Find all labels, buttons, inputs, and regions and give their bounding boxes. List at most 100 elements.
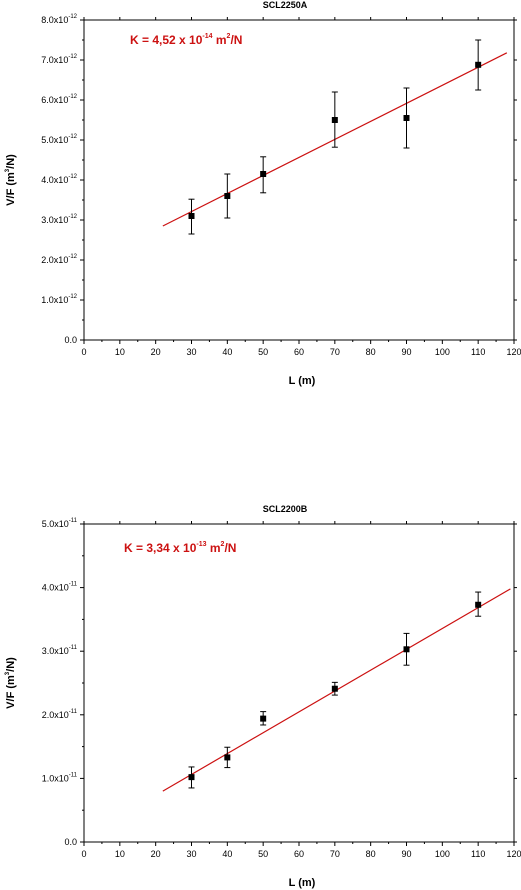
chart-SCL2200B: SCL2200B 0 10 20 30 40 50 60 70 80 90 100 110 120 0.0 1… xyxy=(5,504,521,889)
x-tick-label: 120 xyxy=(506,849,521,859)
k-annotation-unit: m xyxy=(207,541,221,555)
x-axis-title: L (m) xyxy=(289,375,316,387)
data-point xyxy=(260,715,267,722)
y-tick-label: 2.0x10-12 xyxy=(41,254,77,265)
x-tick-label: 10 xyxy=(115,347,125,357)
x-tick-label: 70 xyxy=(330,849,340,859)
x-tick-label: 40 xyxy=(222,347,232,357)
y-tick-exponent: -11 xyxy=(69,518,78,524)
y-tick-mantissa: 3.0x10 xyxy=(41,215,68,225)
x-axis-title: L (m) xyxy=(289,877,316,889)
x-tick-label: 100 xyxy=(435,347,450,357)
plot-frame xyxy=(83,523,515,843)
y-tick-exponent: -11 xyxy=(69,772,78,778)
y-tick-exponent: -12 xyxy=(68,134,77,140)
y-axis-title-exponent: 3 xyxy=(5,168,11,172)
k-annotation-base: K = 3,34 x 10 xyxy=(124,541,197,555)
y-tick-label: 4.0x10-11 xyxy=(42,582,78,593)
y-tick-exponent: -12 xyxy=(68,14,77,20)
data-point xyxy=(188,774,195,781)
y-tick-label: 5.0x10-12 xyxy=(41,134,77,145)
y-tick-exponent: -12 xyxy=(68,94,77,100)
x-tick-label: 90 xyxy=(401,347,411,357)
y-tick-exponent: -11 xyxy=(69,645,78,651)
y-tick-label: 0.0 xyxy=(64,335,77,345)
x-tick-label: 30 xyxy=(186,347,196,357)
k-annotation-exponent: -13 xyxy=(196,541,206,548)
k-annotation-unit: m xyxy=(213,33,227,47)
y-axis-title-text: V/F (m xyxy=(5,675,17,709)
x-tick-label: 60 xyxy=(294,347,304,357)
x-tick-label: 10 xyxy=(115,849,125,859)
x-tick-label: 20 xyxy=(151,347,161,357)
y-axis-title: V/F (m3/N) xyxy=(5,154,17,206)
k-annotation-base: K = 4,52 x 10 xyxy=(130,33,203,47)
x-tick-label: 30 xyxy=(186,849,196,859)
y-tick-mantissa: 2.0x10 xyxy=(42,710,69,720)
data-point xyxy=(331,117,338,123)
y-tick-exponent: -12 xyxy=(68,54,77,60)
chart-title: SCL2250A xyxy=(263,0,308,10)
y-tick-mantissa: 1.0x10 xyxy=(42,773,69,783)
y-tick-label: 2.0x10-11 xyxy=(42,709,78,720)
x-tick-label: 0 xyxy=(81,849,86,859)
y-tick-label: 4.0x10-12 xyxy=(41,174,77,185)
y-tick-exponent: -12 xyxy=(68,294,77,300)
y-tick-label: 3.0x10-11 xyxy=(42,645,78,656)
data-point xyxy=(403,646,410,653)
k-annotation-unit-exponent: 2 xyxy=(227,33,231,40)
k-annotation-unit-tail: /N xyxy=(230,33,242,47)
y-tick-label: 0.0 xyxy=(64,837,77,847)
x-tick-label: 40 xyxy=(222,849,232,859)
data-point xyxy=(475,601,482,608)
x-tick-label: 90 xyxy=(401,849,411,859)
x-tick-label: 50 xyxy=(258,849,268,859)
chart-SCL2250A: SCL2250A 0 10 20 30 40 50 60 70 80 90 100 110 120 0.0 1… xyxy=(5,0,521,387)
y-tick-mantissa: 0.0 xyxy=(64,335,77,345)
data-point xyxy=(188,213,195,219)
y-tick-mantissa: 4.0x10 xyxy=(42,583,69,593)
y-axis-title-exponent: 3 xyxy=(5,671,11,675)
k-annotation-unit-exponent: 2 xyxy=(221,541,225,548)
x-tick-label: 20 xyxy=(151,849,161,859)
data-point xyxy=(224,193,231,199)
y-tick-label: 1.0x10-12 xyxy=(41,294,77,305)
k-annotation-exponent: -14 xyxy=(202,33,212,40)
y-tick-exponent: -12 xyxy=(68,214,77,220)
data-point xyxy=(260,171,267,177)
data-point xyxy=(475,61,482,68)
data-point xyxy=(224,754,231,761)
y-tick-label: 1.0x10-11 xyxy=(42,772,78,783)
data-point xyxy=(403,115,410,121)
x-tick-label: 0 xyxy=(81,347,86,357)
x-tick-label: 50 xyxy=(258,347,268,357)
y-tick-label: 8.0x10-12 xyxy=(41,14,77,25)
y-tick-mantissa: 5.0x10 xyxy=(42,519,69,529)
y-tick-mantissa: 6.0x10 xyxy=(41,95,68,105)
y-tick-label: 6.0x10-12 xyxy=(41,94,77,105)
y-tick-label: 3.0x10-12 xyxy=(41,214,77,225)
y-tick-exponent: -11 xyxy=(69,582,78,588)
y-tick-exponent: -12 xyxy=(68,254,77,260)
k-annotation: K = 4,52 x 10-14 m2/N xyxy=(130,33,242,47)
y-tick-mantissa: 3.0x10 xyxy=(42,646,69,656)
y-tick-mantissa: 4.0x10 xyxy=(41,175,68,185)
x-tick-label: 110 xyxy=(471,849,485,859)
chart-title: SCL2200B xyxy=(263,504,308,514)
y-axis-title: V/F (m3/N) xyxy=(5,657,17,709)
x-tick-label: 70 xyxy=(330,347,340,357)
y-tick-mantissa: 1.0x10 xyxy=(41,295,68,305)
x-tick-label: 100 xyxy=(435,849,450,859)
y-tick-mantissa: 2.0x10 xyxy=(41,255,68,265)
y-tick-label: 5.0x10-11 xyxy=(42,518,78,529)
y-tick-mantissa: 7.0x10 xyxy=(41,55,68,65)
x-tick-label: 120 xyxy=(506,347,521,357)
x-tick-label: 80 xyxy=(366,849,376,859)
y-tick-exponent: -11 xyxy=(69,709,78,715)
y-tick-mantissa: 8.0x10 xyxy=(41,15,68,25)
x-tick-label: 80 xyxy=(366,347,376,357)
x-tick-label: 110 xyxy=(471,347,485,357)
k-annotation-unit-tail: /N xyxy=(224,541,236,555)
y-axis-title-unit: /N) xyxy=(5,657,17,672)
data-point xyxy=(331,685,338,692)
